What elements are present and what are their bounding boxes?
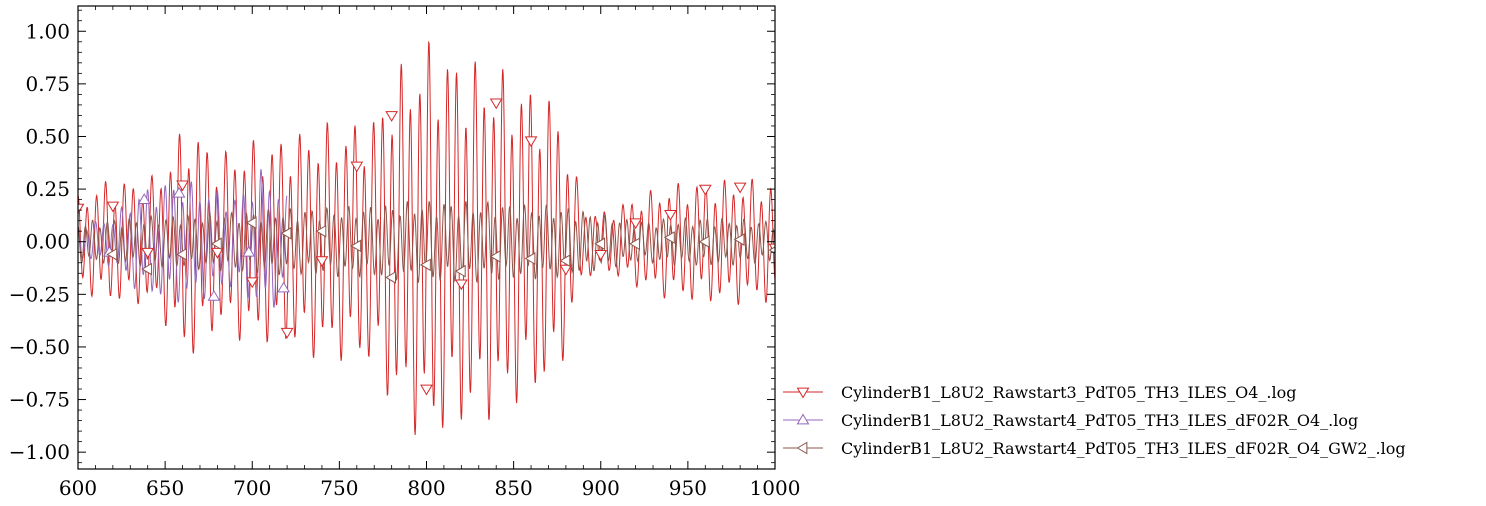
series-2-marker-6: [277, 281, 290, 293]
series-1-marker-15: [559, 264, 573, 276]
series-3-marker-2: [141, 262, 153, 276]
series-line-2: [78, 169, 288, 308]
legend-marker-1: [796, 387, 810, 399]
legend: CylinderB1_L8U2_Rawstart3_PdT05_TH3_ILES…: [783, 383, 1406, 458]
series-3-marker-4: [210, 237, 222, 251]
series-1-marker-10: [385, 111, 399, 122]
x-tick-label: 750: [320, 476, 358, 500]
series-1-marker-1: [78, 203, 85, 215]
x-tick-label: 700: [233, 476, 271, 500]
series-1-marker-17: [629, 218, 642, 230]
x-tick-label: 900: [582, 476, 620, 500]
series-3-marker-5: [245, 216, 257, 230]
series-3-marker-10: [420, 258, 431, 272]
series-3-marker-20: [768, 246, 775, 254]
series-2-marker-5: [242, 245, 256, 257]
series-3-marker-7: [315, 224, 327, 238]
legend-label-1: CylinderB1_L8U2_Rawstart3_PdT05_TH3_ILES…: [841, 383, 1296, 402]
series-3-marker-1: [106, 247, 118, 261]
y-tick-label: 0.25: [25, 177, 70, 201]
series-layer: [78, 40, 775, 436]
y-tick-label: 0.00: [25, 230, 70, 254]
series-2-marker-3: [172, 186, 186, 198]
y-tick-label: −0.75: [9, 388, 70, 412]
series-1-marker-12: [454, 279, 468, 291]
series-line-3: [78, 200, 775, 283]
series-3-marker-17: [663, 231, 675, 244]
series-1-marker-8: [315, 256, 329, 268]
series-3-marker-15: [594, 237, 606, 251]
y-tick-label: −0.25: [9, 282, 70, 306]
series-3-marker-12: [489, 250, 501, 263]
tick-layer: 600 650 700 750 800 850 900 950 1000 −1.00 −0.75 −0…: [9, 6, 801, 500]
series-1-marker-6: [245, 277, 259, 289]
x-tick-label: 800: [407, 476, 445, 500]
series-1-marker-2: [106, 201, 120, 213]
series-3-marker-6: [280, 226, 292, 240]
series-1-marker-11: [420, 384, 433, 396]
series-1-marker-4: [176, 180, 189, 192]
series-3-marker-16: [629, 237, 640, 251]
series-1-marker-3: [141, 247, 155, 259]
y-tick-label: 0.50: [25, 124, 70, 148]
series-1-marker-7: [280, 327, 294, 339]
legend-label-2: CylinderB1_L8U2_Rawstart4_PdT05_TH3_ILES…: [841, 411, 1358, 430]
series-2-marker-2: [137, 193, 151, 204]
y-tick-label: 0.75: [25, 72, 70, 96]
series-1-marker-9: [350, 161, 364, 173]
x-tick-label: 950: [669, 476, 707, 500]
series-1-marker-5: [211, 247, 224, 259]
x-tick-label: 650: [146, 476, 184, 500]
series-line-1: [78, 40, 775, 436]
legend-marker-2: [796, 413, 810, 425]
series-3-marker-19: [733, 233, 745, 246]
series-3-marker-8: [350, 239, 362, 253]
y-tick-label: −1.00: [9, 440, 70, 464]
series-3-marker-9: [385, 271, 396, 284]
legend-marker-3: [796, 441, 808, 455]
series-1-marker-13: [489, 98, 503, 110]
legend-label-3: CylinderB1_L8U2_Rawstart4_PdT05_TH3_ILES…: [841, 439, 1406, 458]
y-tick-label: −0.50: [9, 335, 70, 359]
series-3-marker-3: [176, 247, 187, 261]
series-1-marker-20: [733, 182, 747, 194]
series-1-marker-18: [664, 210, 677, 221]
series-3-marker-13: [524, 252, 536, 265]
series-1-marker-14: [524, 136, 538, 148]
series-1-marker-16: [594, 249, 608, 261]
series-1-marker-19: [698, 184, 712, 196]
x-tick-label: 850: [495, 476, 533, 500]
series-3-marker-11: [454, 264, 466, 278]
series-3-marker-14: [559, 254, 571, 268]
y-tick-label: 1.00: [25, 19, 70, 43]
marker-layer: [78, 98, 775, 396]
x-tick-label: 600: [59, 476, 97, 500]
series-3-marker-18: [698, 235, 710, 249]
x-tick-label: 1000: [750, 476, 801, 500]
series-2-marker-4: [207, 289, 221, 301]
